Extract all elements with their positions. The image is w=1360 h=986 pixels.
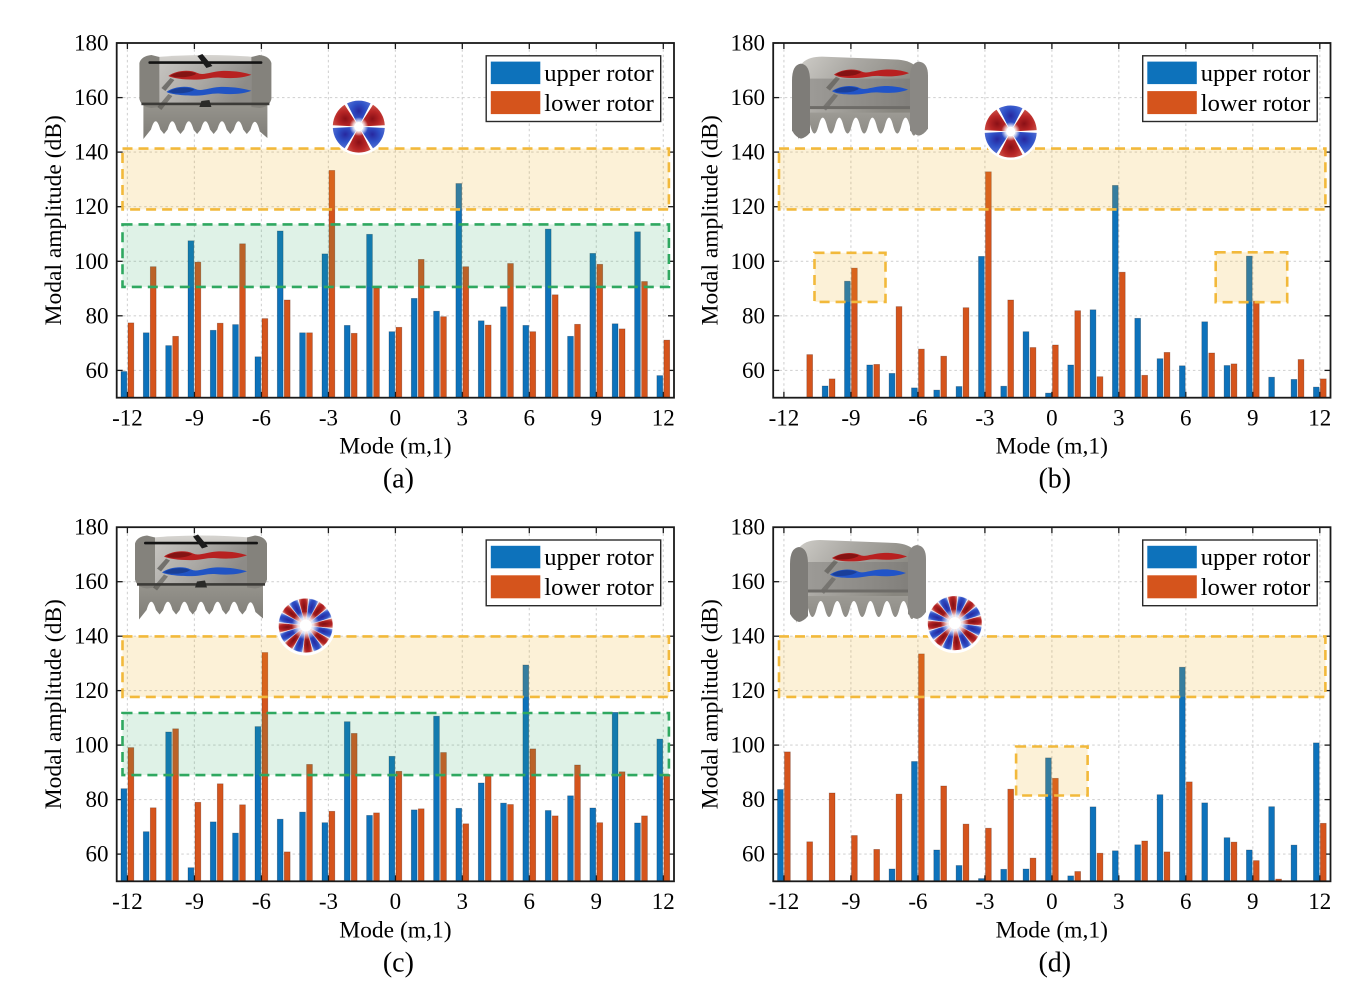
- svg-text:9: 9: [591, 406, 603, 431]
- svg-text:9: 9: [1247, 889, 1259, 914]
- svg-text:(b): (b): [1038, 464, 1071, 495]
- svg-text:180: 180: [731, 515, 766, 540]
- svg-text:Mode (m,1): Mode (m,1): [996, 434, 1108, 460]
- svg-text:-12: -12: [112, 406, 143, 431]
- svg-text:9: 9: [591, 889, 603, 914]
- svg-text:12: 12: [1308, 406, 1331, 431]
- svg-text:9: 9: [1247, 406, 1259, 431]
- svg-text:100: 100: [731, 733, 766, 758]
- svg-text:-3: -3: [975, 889, 994, 914]
- svg-text:6: 6: [524, 406, 536, 431]
- svg-text:-9: -9: [841, 406, 860, 431]
- svg-text:-9: -9: [185, 889, 204, 914]
- svg-text:140: 140: [74, 624, 109, 649]
- svg-text:60: 60: [86, 842, 109, 867]
- svg-text:60: 60: [86, 358, 109, 383]
- svg-text:12: 12: [652, 889, 675, 914]
- svg-text:100: 100: [74, 733, 109, 758]
- svg-text:-12: -12: [769, 889, 800, 914]
- svg-text:0: 0: [1046, 406, 1058, 431]
- svg-text:180: 180: [731, 31, 766, 56]
- svg-text:upper rotor: upper rotor: [1201, 544, 1311, 571]
- svg-text:-6: -6: [252, 406, 271, 431]
- svg-text:Modal amplitude (dB): Modal amplitude (dB): [41, 599, 67, 809]
- svg-text:12: 12: [1308, 889, 1331, 914]
- svg-text:Modal amplitude (dB): Modal amplitude (dB): [698, 599, 724, 809]
- svg-text:lower rotor: lower rotor: [544, 574, 654, 601]
- svg-text:120: 120: [731, 678, 766, 703]
- svg-text:80: 80: [742, 303, 765, 328]
- svg-text:140: 140: [731, 624, 766, 649]
- svg-text:upper rotor: upper rotor: [544, 60, 654, 87]
- svg-text:80: 80: [86, 787, 109, 812]
- svg-text:120: 120: [731, 194, 766, 219]
- svg-text:0: 0: [390, 889, 402, 914]
- svg-text:(c): (c): [383, 947, 414, 978]
- svg-text:140: 140: [74, 140, 109, 165]
- svg-text:160: 160: [731, 85, 766, 110]
- svg-text:lower rotor: lower rotor: [544, 90, 654, 117]
- svg-text:180: 180: [74, 515, 109, 540]
- svg-text:60: 60: [742, 358, 765, 383]
- svg-text:160: 160: [731, 569, 766, 594]
- svg-text:100: 100: [731, 249, 766, 274]
- svg-text:80: 80: [86, 303, 109, 328]
- svg-text:3: 3: [457, 889, 469, 914]
- svg-text:upper rotor: upper rotor: [544, 544, 654, 571]
- svg-text:160: 160: [74, 569, 109, 594]
- svg-text:-12: -12: [112, 889, 143, 914]
- svg-text:-3: -3: [319, 889, 338, 914]
- svg-text:60: 60: [742, 842, 765, 867]
- svg-text:140: 140: [731, 140, 766, 165]
- svg-text:160: 160: [74, 85, 109, 110]
- svg-text:lower rotor: lower rotor: [1201, 574, 1311, 601]
- svg-text:3: 3: [1113, 889, 1125, 914]
- svg-text:Modal amplitude (dB): Modal amplitude (dB): [41, 115, 67, 325]
- svg-text:upper rotor: upper rotor: [1201, 60, 1311, 87]
- svg-text:3: 3: [457, 406, 469, 431]
- svg-text:-6: -6: [252, 889, 271, 914]
- svg-text:Mode (m,1): Mode (m,1): [996, 917, 1108, 943]
- svg-text:lower rotor: lower rotor: [1201, 90, 1311, 117]
- svg-text:0: 0: [390, 406, 402, 431]
- svg-text:-6: -6: [908, 406, 927, 431]
- svg-text:-9: -9: [185, 406, 204, 431]
- svg-text:(d): (d): [1038, 947, 1071, 978]
- svg-text:100: 100: [74, 249, 109, 274]
- svg-text:-9: -9: [841, 889, 860, 914]
- svg-text:-6: -6: [908, 889, 927, 914]
- svg-text:12: 12: [652, 406, 675, 431]
- svg-text:80: 80: [742, 787, 765, 812]
- svg-text:Mode (m,1): Mode (m,1): [339, 434, 451, 460]
- svg-text:0: 0: [1046, 889, 1058, 914]
- svg-text:-3: -3: [319, 406, 338, 431]
- svg-text:120: 120: [74, 194, 109, 219]
- svg-text:120: 120: [74, 678, 109, 703]
- svg-text:180: 180: [74, 31, 109, 56]
- svg-text:6: 6: [524, 889, 536, 914]
- svg-text:-3: -3: [975, 406, 994, 431]
- svg-text:(a): (a): [383, 464, 414, 495]
- svg-text:Mode (m,1): Mode (m,1): [339, 917, 451, 943]
- svg-text:-12: -12: [769, 406, 800, 431]
- svg-text:Modal amplitude (dB): Modal amplitude (dB): [698, 115, 724, 325]
- svg-text:6: 6: [1180, 406, 1192, 431]
- svg-text:3: 3: [1113, 406, 1125, 431]
- svg-text:6: 6: [1180, 889, 1192, 914]
